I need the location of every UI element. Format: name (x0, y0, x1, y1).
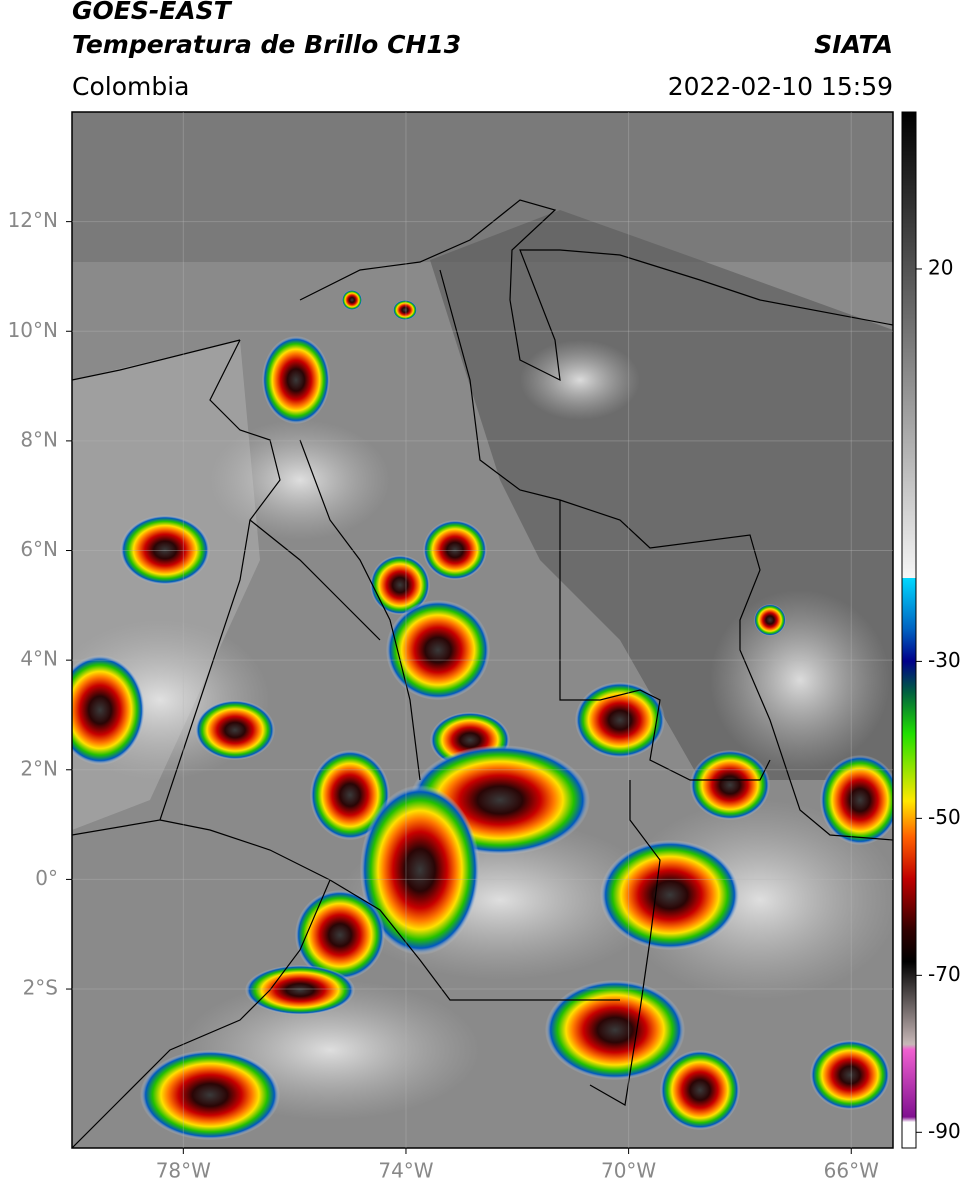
datetime: 2022-02-10 15:59 (667, 72, 893, 101)
lat-tick-label: 12°N (8, 208, 58, 232)
lat-tick-label: 10°N (8, 318, 58, 342)
borders (72, 199, 893, 1148)
lon-tick-label: 70°W (601, 1159, 656, 1183)
sea-north (72, 112, 893, 262)
lat-tick-label: 6°N (20, 537, 58, 561)
subtitle: Temperatura de Brillo CH13 (72, 30, 462, 59)
title: GOES-EAST (72, 0, 231, 25)
colorbar (901, 111, 917, 1149)
colorbar-tick-label: -30 (928, 648, 961, 672)
colorbar-tick-label: 20 (928, 255, 953, 279)
colorbar-tick-label: -90 (928, 1119, 961, 1143)
lat-tick-label: 2°S (23, 976, 58, 1000)
storms (72, 290, 893, 1140)
lat-tick-label: 4°N (20, 647, 58, 671)
lat-tick-label: 2°N (20, 756, 58, 780)
lat-tick-label: 0° (35, 866, 58, 890)
colorbar-tick-label: -50 (928, 805, 961, 829)
imagery (72, 112, 893, 1148)
region: Colombia (72, 72, 190, 101)
map-frame (71, 111, 894, 1149)
source: SIATA (814, 30, 893, 59)
lon-tick-label: 78°W (156, 1159, 211, 1183)
lat-tick-label: 8°N (20, 427, 58, 451)
lon-tick-label: 66°W (824, 1159, 879, 1183)
colorbar-tick-label: -70 (928, 962, 961, 986)
lon-tick-label: 74°W (378, 1159, 433, 1183)
